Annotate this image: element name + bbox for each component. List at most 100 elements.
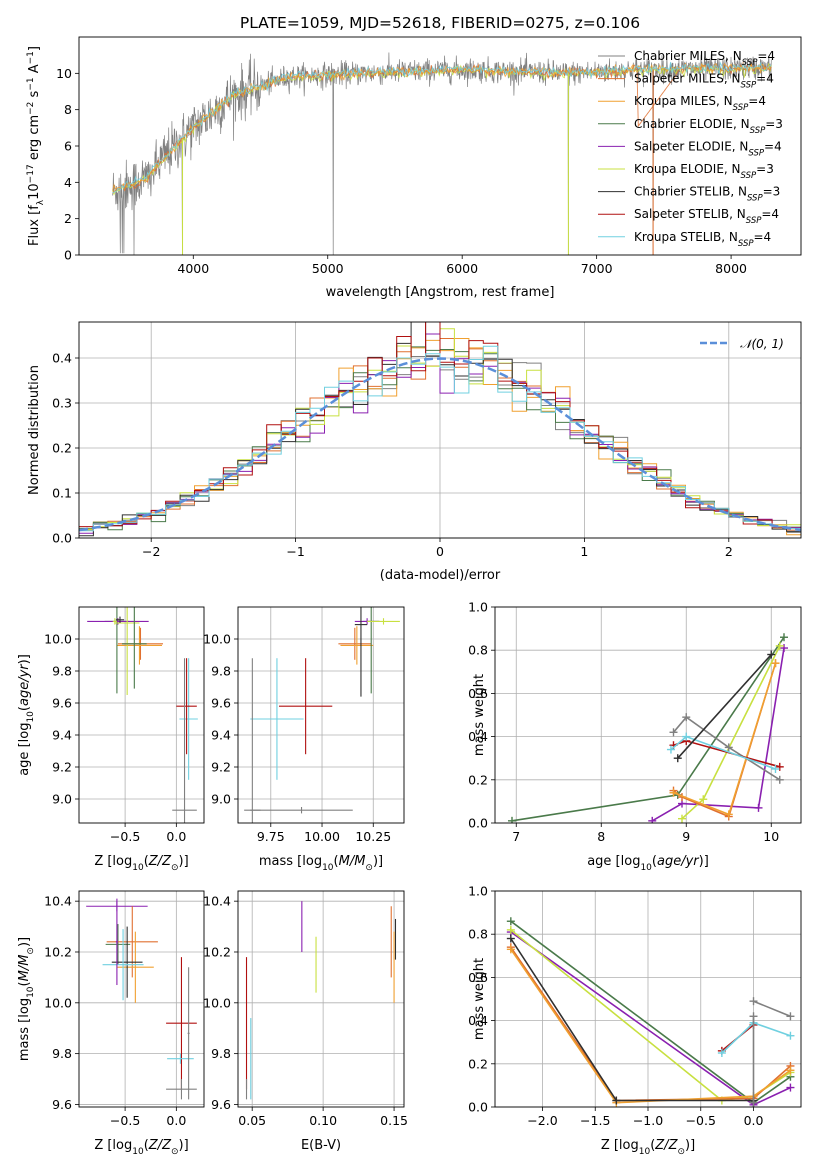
y-axis-label: mass weight bbox=[472, 674, 487, 756]
y-tick-label: 6 bbox=[64, 139, 72, 154]
weight-line bbox=[510, 931, 791, 1106]
x-tick-label: 10.25 bbox=[355, 829, 391, 844]
x-tick-label: 5000 bbox=[312, 261, 344, 276]
x-tick-label: 4000 bbox=[177, 261, 209, 276]
legend-label: 𝒩(0, 1) bbox=[740, 337, 784, 351]
y-tick-label: 10.0 bbox=[44, 995, 72, 1010]
plot-area bbox=[79, 322, 801, 537]
plot-area bbox=[87, 607, 198, 823]
y-tick-label: 9.6 bbox=[52, 1097, 72, 1112]
y-tick-label: 0.0 bbox=[468, 1100, 488, 1115]
x-tick-label: 0.0 bbox=[166, 829, 186, 844]
y-axis-label: mass [log10(M/M⊙)] bbox=[17, 937, 36, 1061]
axes-frame bbox=[237, 606, 405, 824]
x-tick-label: 9.75 bbox=[257, 829, 285, 844]
x-tick-label: 0.10 bbox=[309, 1113, 337, 1128]
x-axis-label: mass [log10(M/M⊙)] bbox=[259, 854, 383, 873]
weight-line bbox=[510, 946, 791, 1102]
y-tick-label: 0.4 bbox=[52, 351, 72, 366]
x-axis-label: E(B-V) bbox=[301, 1138, 341, 1153]
axes-EBV-mass: 0.05 0.10 0.15 9.6 9.8 10.0 10.2 10.4 E(B-V) bbox=[203, 890, 408, 1153]
y-tick-label: 9.8 bbox=[211, 1046, 231, 1061]
axes-mass-age: 9.75 10.00 10.25 9.0 9.2 9.4 9.6 9.8 10.0 mass [l… bbox=[203, 606, 405, 873]
x-axis-label: wavelength [Angstrom, rest frame] bbox=[326, 285, 555, 300]
y-tick-label: 9.4 bbox=[211, 728, 231, 743]
spectrum-model-line bbox=[112, 61, 772, 194]
weight-line bbox=[510, 948, 791, 1104]
legend-label: Salpeter ELODIE, NSSP=4 bbox=[634, 139, 782, 158]
y-tick-label: 9.8 bbox=[211, 664, 231, 679]
y-tick-label: 10.4 bbox=[44, 894, 72, 909]
x-tick-label: 10.00 bbox=[304, 829, 340, 844]
y-tick-label: 0.2 bbox=[468, 1056, 488, 1071]
axes-age-weight: 7 8 9 10 0.0 0.2 0.4 0.6 0.8 1.0 age [log10(age/yr… bbox=[468, 600, 802, 873]
x-tick-label: 7 bbox=[512, 829, 520, 844]
weight-line bbox=[681, 645, 781, 820]
figure-title: PLATE=1059, MJD=52618, FIBERID=0275, z=0… bbox=[240, 14, 640, 32]
axes-Z-age: −0.5 0.0 9.0 9.2 9.4 9.6 9.8 10.0 Z [log10(Z/Z⊙)… bbox=[17, 606, 205, 873]
y-tick-label: 9.0 bbox=[211, 792, 231, 807]
axes-frame bbox=[78, 890, 205, 1108]
x-tick-label: −2.0 bbox=[527, 1113, 557, 1128]
weight-line bbox=[511, 636, 785, 822]
x-tick-label: −1.0 bbox=[633, 1113, 663, 1128]
y-tick-label: 9.8 bbox=[52, 664, 72, 679]
x-tick-label: 0.05 bbox=[238, 1113, 266, 1128]
axes-frame bbox=[494, 606, 802, 824]
x-tick-label: 6000 bbox=[446, 261, 478, 276]
x-axis-label: Z [log10(Z/Z⊙)] bbox=[94, 1138, 188, 1157]
plot-area bbox=[508, 633, 788, 823]
x-tick-label: −0.5 bbox=[110, 829, 140, 844]
y-tick-label: 9.8 bbox=[52, 1046, 72, 1061]
y-tick-label: 10.0 bbox=[44, 632, 72, 647]
y-axis-label: age [log10(age/yr)] bbox=[17, 654, 36, 776]
y-tick-label: 10.0 bbox=[203, 632, 231, 647]
plot-area bbox=[244, 607, 400, 823]
y-tick-label: 0.6 bbox=[468, 686, 488, 701]
x-tick-label: −0.5 bbox=[686, 1113, 716, 1128]
y-tick-label: 9.0 bbox=[52, 792, 72, 807]
axes-frame bbox=[237, 890, 405, 1108]
x-tick-label: 8 bbox=[597, 829, 605, 844]
y-tick-label: 10.0 bbox=[203, 995, 231, 1010]
y-tick-label: 0.4 bbox=[468, 729, 488, 744]
legend-label: Chabrier STELIB, NSSP=3 bbox=[634, 185, 780, 204]
y-tick-label: 4 bbox=[64, 175, 72, 190]
x-axis-label: (data-model)/error bbox=[380, 568, 501, 583]
x-axis-label: Z [log10(Z/Z⊙)] bbox=[601, 1138, 695, 1157]
x-tick-label: −2 bbox=[142, 544, 160, 559]
y-axis-label: mass weight bbox=[472, 958, 487, 1040]
y-tick-label: 0.8 bbox=[468, 643, 488, 658]
y-axis-label: Normed distribution bbox=[27, 365, 42, 495]
y-tick-label: 9.6 bbox=[211, 1097, 231, 1112]
y-tick-label: 10.2 bbox=[203, 944, 231, 959]
y-axis-label: Flux [fλ10−17 erg cm−2 s−1 A−1] bbox=[26, 46, 46, 246]
legend-label: Chabrier ELODIE, NSSP=3 bbox=[634, 117, 783, 136]
x-tick-label: 8000 bbox=[715, 261, 747, 276]
y-tick-label: 0.2 bbox=[468, 772, 488, 787]
plot-area bbox=[506, 917, 795, 1107]
axes-Z-mass: −0.5 0.0 9.6 9.8 10.0 10.2 10.4 Z [log10(Z/Z⊙)]… bbox=[17, 890, 205, 1157]
x-axis-label: age [log10(age/yr)] bbox=[587, 854, 709, 873]
legend-label: Salpeter MILES, NSSP=4 bbox=[634, 72, 774, 91]
y-tick-label: 0.2 bbox=[52, 441, 72, 456]
x-tick-label: 0.0 bbox=[166, 1113, 186, 1128]
plot-area bbox=[86, 898, 197, 1100]
x-axis-label: Z [log10(Z/Z⊙)] bbox=[94, 854, 188, 873]
x-tick-label: 0.15 bbox=[380, 1113, 408, 1128]
y-tick-label: 9.6 bbox=[211, 696, 231, 711]
x-tick-label: 0.0 bbox=[744, 1113, 764, 1128]
plot-area bbox=[245, 901, 397, 1100]
axes-frame bbox=[78, 36, 802, 256]
weight-line bbox=[510, 920, 791, 1104]
axes-frame bbox=[494, 890, 802, 1108]
y-tick-label: 0.3 bbox=[52, 396, 72, 411]
y-tick-label: 9.2 bbox=[52, 760, 72, 775]
weight-line bbox=[677, 653, 772, 759]
weight-line bbox=[721, 1021, 791, 1054]
legend-label: Kroupa STELIB, NSSP=4 bbox=[634, 230, 771, 249]
legend-label: Kroupa MILES, NSSP=4 bbox=[634, 94, 766, 113]
weight-line bbox=[651, 647, 785, 822]
legend-label: Kroupa ELODIE, NSSP=3 bbox=[634, 162, 774, 181]
